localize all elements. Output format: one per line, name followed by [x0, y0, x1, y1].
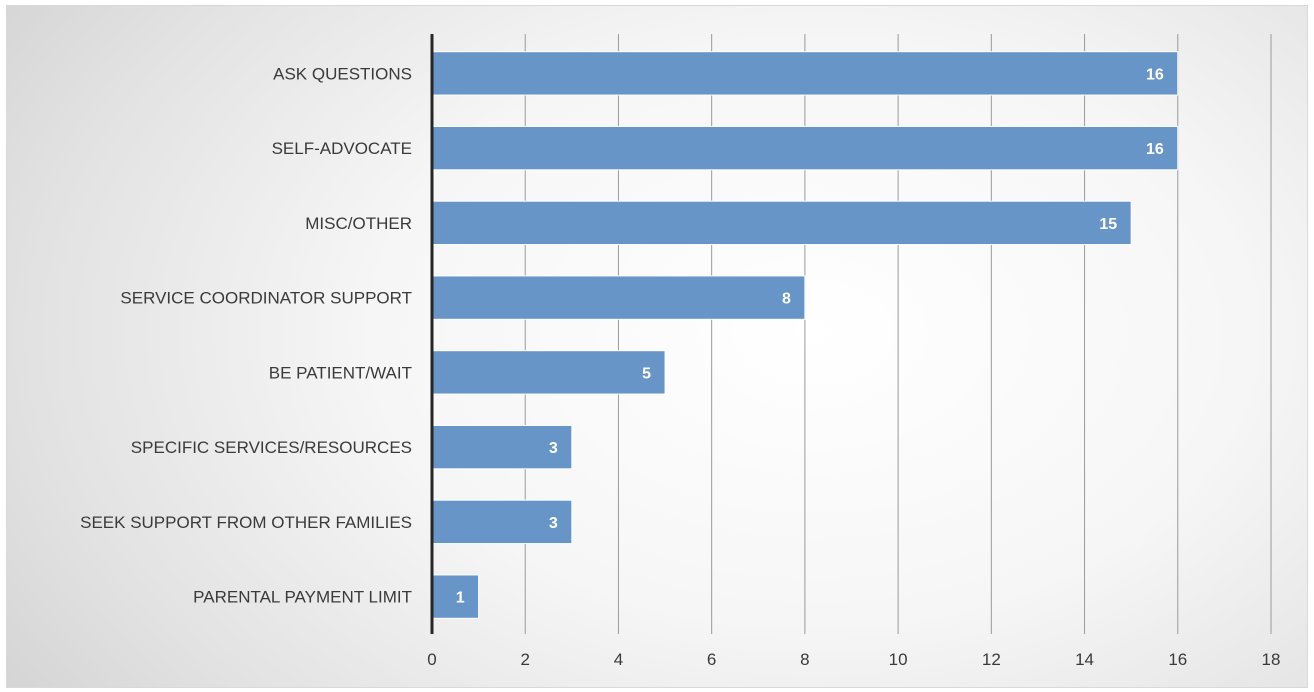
category-label: BE PATIENT/WAIT — [269, 363, 412, 382]
x-tick-labels: 0 2 4 6 8 10 12 14 16 18 — [427, 650, 1280, 669]
bar-value-label: 3 — [549, 440, 558, 457]
bar — [431, 424, 573, 470]
x-tick-label: 4 — [614, 650, 623, 669]
category-label: SERVICE COORDINATOR SUPPORT — [120, 289, 412, 308]
bar-value-label: 5 — [642, 365, 651, 382]
bar — [431, 51, 1179, 96]
category-label: ASK QUESTIONS — [273, 64, 412, 83]
category-label: SEEK SUPPORT FROM OTHER FAMILIES — [80, 513, 412, 532]
bar — [431, 574, 480, 619]
bar-value-label: 15 — [1099, 216, 1117, 233]
bars — [431, 51, 1179, 619]
gridlines — [524, 34, 1272, 634]
x-tick-label: 2 — [520, 650, 529, 669]
bar — [431, 499, 573, 545]
bar — [431, 125, 1179, 171]
x-tick-label: 10 — [889, 650, 908, 669]
x-tick-label: 18 — [1262, 650, 1281, 669]
bar-value-labels: 16 16 15 8 5 3 3 1 — [456, 66, 1164, 606]
category-label: PARENTAL PAYMENT LIMIT — [193, 588, 412, 607]
x-tick-label: 14 — [1075, 650, 1094, 669]
x-tick-label: 8 — [800, 650, 809, 669]
bar-value-label: 8 — [782, 291, 791, 308]
bar-value-label: 3 — [549, 515, 558, 532]
category-label: SELF-ADVOCATE — [272, 139, 412, 158]
x-tick-label: 6 — [707, 650, 716, 669]
chart-area: ASK QUESTIONS SELF-ADVOCATE MISC/OTHER SERV… — [6, 5, 1308, 688]
bar-value-label: 1 — [456, 590, 465, 607]
bar-chart: ASK QUESTIONS SELF-ADVOCATE MISC/OTHER SERV… — [80, 34, 1280, 669]
bar — [431, 350, 666, 395]
category-label: MISC/OTHER — [305, 214, 412, 233]
category-label: SPECIFIC SERVICES/RESOURCES — [131, 438, 412, 457]
bar — [431, 200, 1132, 246]
bar — [431, 275, 806, 320]
bar-value-label: 16 — [1146, 66, 1164, 83]
bar-value-label: 16 — [1146, 141, 1164, 158]
x-tick-label: 0 — [427, 650, 436, 669]
x-tick-label: 16 — [1168, 650, 1187, 669]
x-tick-label: 12 — [982, 650, 1001, 669]
category-labels: ASK QUESTIONS SELF-ADVOCATE MISC/OTHER SERV… — [80, 64, 412, 606]
